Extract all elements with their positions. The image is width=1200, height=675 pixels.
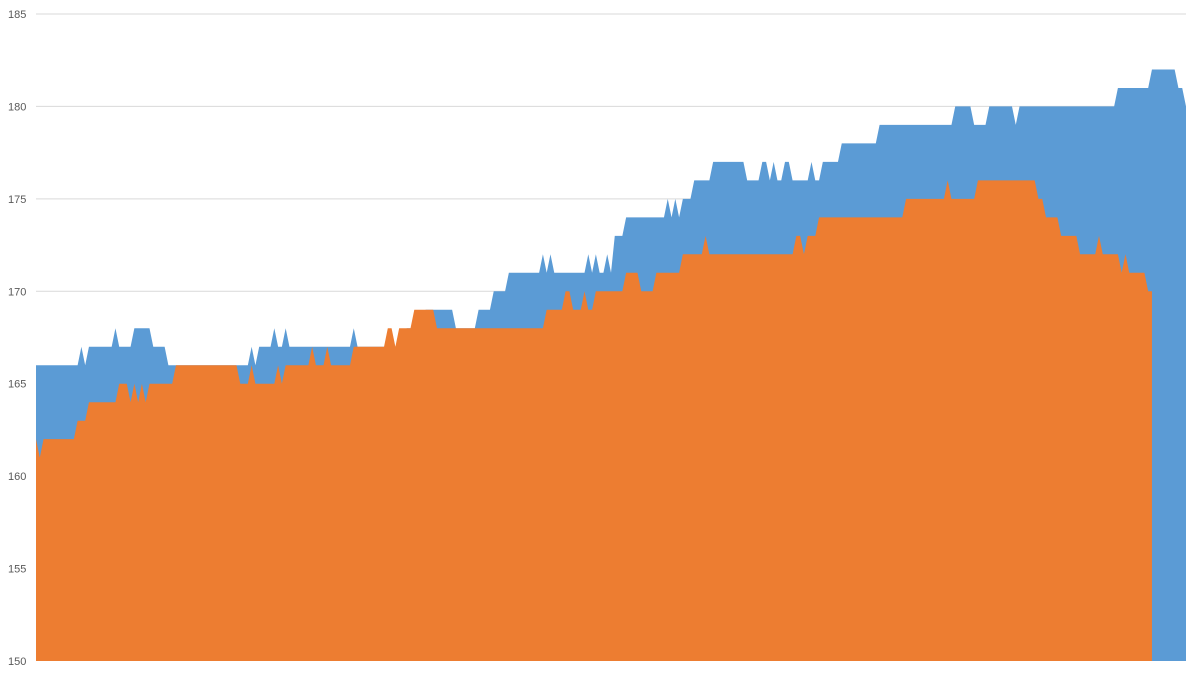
y-tick-label: 175 xyxy=(8,194,26,206)
y-tick-label: 185 xyxy=(8,9,26,21)
y-tick-label: 170 xyxy=(8,286,26,298)
y-tick-label: 160 xyxy=(8,471,26,483)
series-area-2 xyxy=(36,180,1152,661)
series-layer xyxy=(36,69,1186,661)
y-tick-label: 155 xyxy=(8,564,26,576)
y-tick-label: 165 xyxy=(8,379,26,391)
y-tick-label: 150 xyxy=(8,656,26,668)
y-axis: 150 155 160 165 170 175 180 185 xyxy=(8,9,26,668)
y-tick-label: 180 xyxy=(8,101,26,113)
